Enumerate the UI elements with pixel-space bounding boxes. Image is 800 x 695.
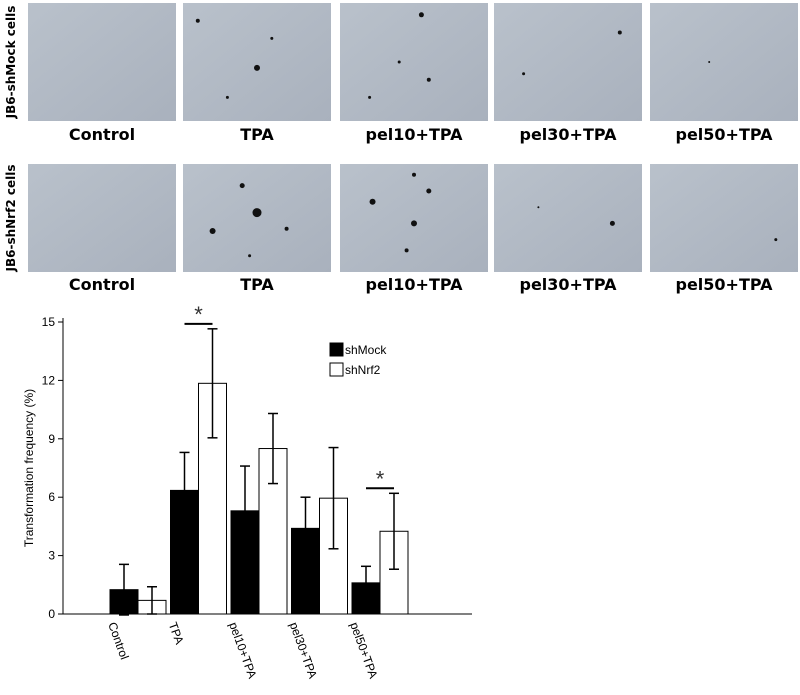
y-tick-label: 12 — [42, 373, 56, 387]
colony — [225, 95, 229, 99]
colony — [252, 208, 262, 218]
colony — [412, 172, 416, 177]
colony — [254, 64, 260, 71]
colony — [522, 72, 526, 76]
colony — [284, 226, 289, 231]
colony — [397, 60, 401, 64]
image-caption: pel50+TPA — [675, 275, 773, 294]
colony — [368, 95, 372, 99]
micrograph — [650, 164, 798, 272]
colony — [708, 61, 711, 63]
image-caption: pel30+TPA — [519, 125, 617, 144]
micrograph — [494, 164, 642, 272]
colony — [270, 36, 274, 40]
colony — [209, 227, 216, 234]
x-tick-label: pel30+TPA — [287, 620, 320, 680]
significance-star: * — [194, 302, 203, 327]
colony — [411, 220, 417, 227]
y-axis-title: Transformation frequency (%) — [22, 389, 36, 547]
image-caption: Control — [69, 275, 135, 294]
colony — [195, 18, 200, 23]
image-caption: Control — [69, 125, 135, 144]
image-caption: TPA — [240, 125, 274, 144]
colony — [774, 238, 778, 242]
y-tick-label: 0 — [48, 607, 55, 621]
micrograph — [650, 3, 798, 121]
micrograph — [494, 3, 642, 121]
x-tick-label: pel10+TPA — [226, 620, 259, 680]
legend-label: shMock — [345, 343, 387, 357]
image-caption: pel10+TPA — [365, 125, 463, 144]
image-caption: pel10+TPA — [365, 275, 463, 294]
image-caption: pel30+TPA — [519, 275, 617, 294]
micrograph — [340, 3, 488, 121]
colony — [617, 30, 622, 35]
micrograph — [28, 3, 176, 121]
legend-label: shNrf2 — [345, 363, 381, 377]
colony — [609, 220, 615, 226]
y-tick-label: 6 — [48, 490, 55, 504]
y-tick-label: 15 — [42, 315, 56, 329]
colony — [404, 248, 409, 253]
x-tick-label: TPA — [166, 620, 187, 646]
micrograph — [340, 164, 488, 272]
image-caption: pel50+TPA — [675, 125, 773, 144]
y-tick-label: 9 — [48, 432, 55, 446]
colony — [369, 198, 376, 205]
legend-swatch — [329, 362, 344, 377]
row-label: JB6-shMock cells — [4, 6, 18, 120]
row-label: JB6-shNrf2 cells — [4, 165, 18, 273]
x-tick-label: Control — [105, 620, 131, 661]
legend-swatch — [329, 342, 344, 357]
significance-star: * — [376, 466, 385, 491]
micrograph — [183, 3, 331, 121]
micrograph — [183, 164, 331, 272]
colony — [239, 183, 245, 189]
colony — [426, 77, 431, 82]
micrograph — [28, 164, 176, 272]
colony — [426, 188, 432, 194]
colony — [418, 12, 424, 18]
colony — [537, 206, 540, 209]
colony — [248, 254, 252, 258]
x-tick-label: pel50+TPA — [347, 620, 380, 680]
image-caption: TPA — [240, 275, 274, 294]
y-tick-label: 3 — [48, 549, 55, 563]
